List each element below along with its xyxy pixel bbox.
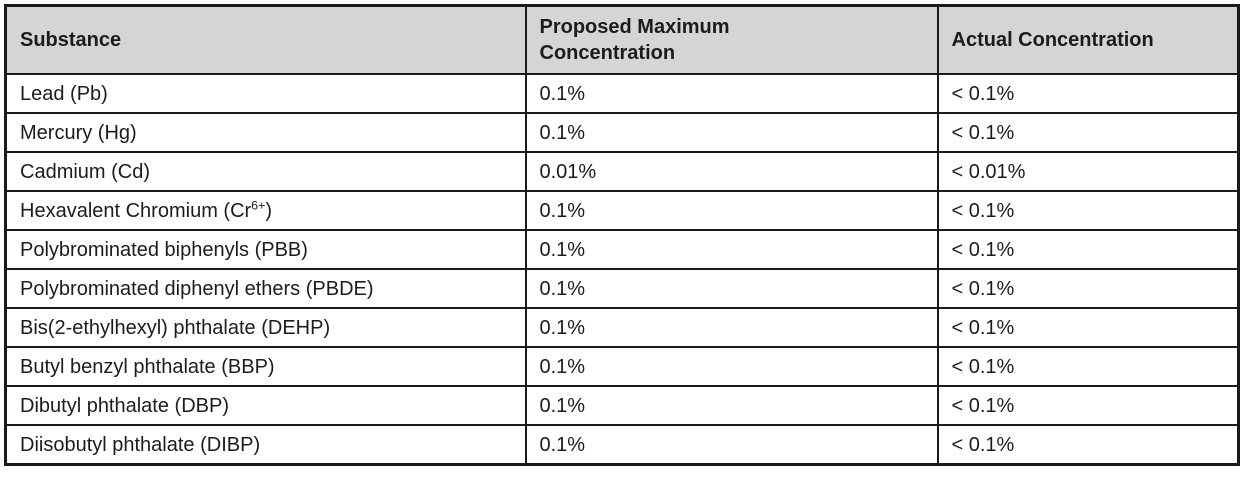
substance-suffix: )	[265, 199, 272, 222]
substance-text: Lead (Pb)	[20, 82, 108, 105]
substance-cell: Mercury (Hg)	[4, 112, 527, 153]
table-row: Cadmium (Cd) 0.01% < 0.01%	[4, 151, 1240, 192]
header-substance-label: Substance	[20, 29, 122, 51]
substance-text: Butyl benzyl phthalate (BBP)	[20, 355, 275, 378]
header-actual-label: Actual Concentration	[951, 29, 1154, 51]
proposed-concentration-cell: 0.1%	[524, 307, 939, 348]
table-row: Polybrominated biphenyls (PBB) 0.1% < 0.…	[4, 229, 1240, 270]
substance-text: Polybrominated diphenyl ethers (PBDE)	[20, 277, 374, 300]
proposed-concentration-cell: 0.1%	[524, 229, 939, 270]
table-row: Hexavalent Chromium (Cr6+) 0.1% < 0.1%	[4, 190, 1240, 231]
actual-concentration-cell: < 0.1%	[936, 112, 1240, 153]
table-row: Bis(2-ethylhexyl) phthalate (DEHP) 0.1% …	[4, 307, 1240, 348]
header-actual-concentration: Actual Concentration	[936, 4, 1240, 75]
proposed-concentration-cell: 0.1%	[524, 268, 939, 309]
substance-text: Bis(2-ethylhexyl) phthalate (DEHP)	[20, 316, 331, 339]
substance-cell: Diisobutyl phthalate (DIBP)	[4, 424, 527, 466]
header-proposed-label: Proposed Maximum Concentration	[539, 16, 730, 64]
substance-text: Mercury (Hg)	[20, 121, 137, 144]
table-row: Lead (Pb) 0.1% < 0.1%	[4, 73, 1240, 114]
proposed-concentration-cell: 0.1%	[524, 385, 939, 426]
proposed-concentration-cell: 0.1%	[524, 424, 939, 466]
proposed-concentration-cell: 0.1%	[524, 346, 939, 387]
actual-concentration-cell: < 0.1%	[936, 346, 1240, 387]
table-row: Mercury (Hg) 0.1% < 0.1%	[4, 112, 1240, 153]
substance-text: Dibutyl phthalate (DBP)	[20, 394, 229, 417]
restricted-substances-table: Substance Proposed Maximum Concentration…	[4, 4, 1240, 466]
substance-text: Hexavalent Chromium (Cr	[20, 199, 252, 222]
substance-cell: Polybrominated diphenyl ethers (PBDE)	[4, 268, 527, 309]
proposed-concentration-cell: 0.1%	[524, 112, 939, 153]
proposed-concentration-cell: 0.01%	[524, 151, 939, 192]
header-proposed-max-concentration: Proposed Maximum Concentration	[524, 4, 939, 75]
substance-text: Polybrominated biphenyls (PBB)	[20, 238, 308, 261]
substance-text: Diisobutyl phthalate (DIBP)	[20, 433, 261, 456]
table-row: Polybrominated diphenyl ethers (PBDE) 0.…	[4, 268, 1240, 309]
actual-concentration-cell: < 0.1%	[936, 385, 1240, 426]
table-row: Dibutyl phthalate (DBP) 0.1% < 0.1%	[4, 385, 1240, 426]
actual-concentration-cell: < 0.1%	[936, 268, 1240, 309]
actual-concentration-cell: < 0.1%	[936, 424, 1240, 466]
actual-concentration-cell: < 0.01%	[936, 151, 1240, 192]
substance-superscript: 6+	[251, 197, 266, 212]
substance-cell: Hexavalent Chromium (Cr6+)	[4, 190, 527, 231]
actual-concentration-cell: < 0.1%	[936, 307, 1240, 348]
actual-concentration-cell: < 0.1%	[936, 190, 1240, 231]
substance-cell: Butyl benzyl phthalate (BBP)	[4, 346, 527, 387]
table-row: Diisobutyl phthalate (DIBP) 0.1% < 0.1%	[4, 424, 1240, 466]
substance-cell: Lead (Pb)	[4, 73, 527, 114]
table-header-row: Substance Proposed Maximum Concentration…	[4, 4, 1240, 75]
substance-cell: Cadmium (Cd)	[4, 151, 527, 192]
substance-cell: Bis(2-ethylhexyl) phthalate (DEHP)	[4, 307, 527, 348]
actual-concentration-cell: < 0.1%	[936, 73, 1240, 114]
substance-cell: Polybrominated biphenyls (PBB)	[4, 229, 527, 270]
actual-concentration-cell: < 0.1%	[936, 229, 1240, 270]
table-row: Butyl benzyl phthalate (BBP) 0.1% < 0.1%	[4, 346, 1240, 387]
proposed-concentration-cell: 0.1%	[524, 190, 939, 231]
substance-cell: Dibutyl phthalate (DBP)	[4, 385, 527, 426]
proposed-concentration-cell: 0.1%	[524, 73, 939, 114]
substance-text: Cadmium (Cd)	[20, 160, 151, 183]
header-substance: Substance	[4, 4, 527, 75]
